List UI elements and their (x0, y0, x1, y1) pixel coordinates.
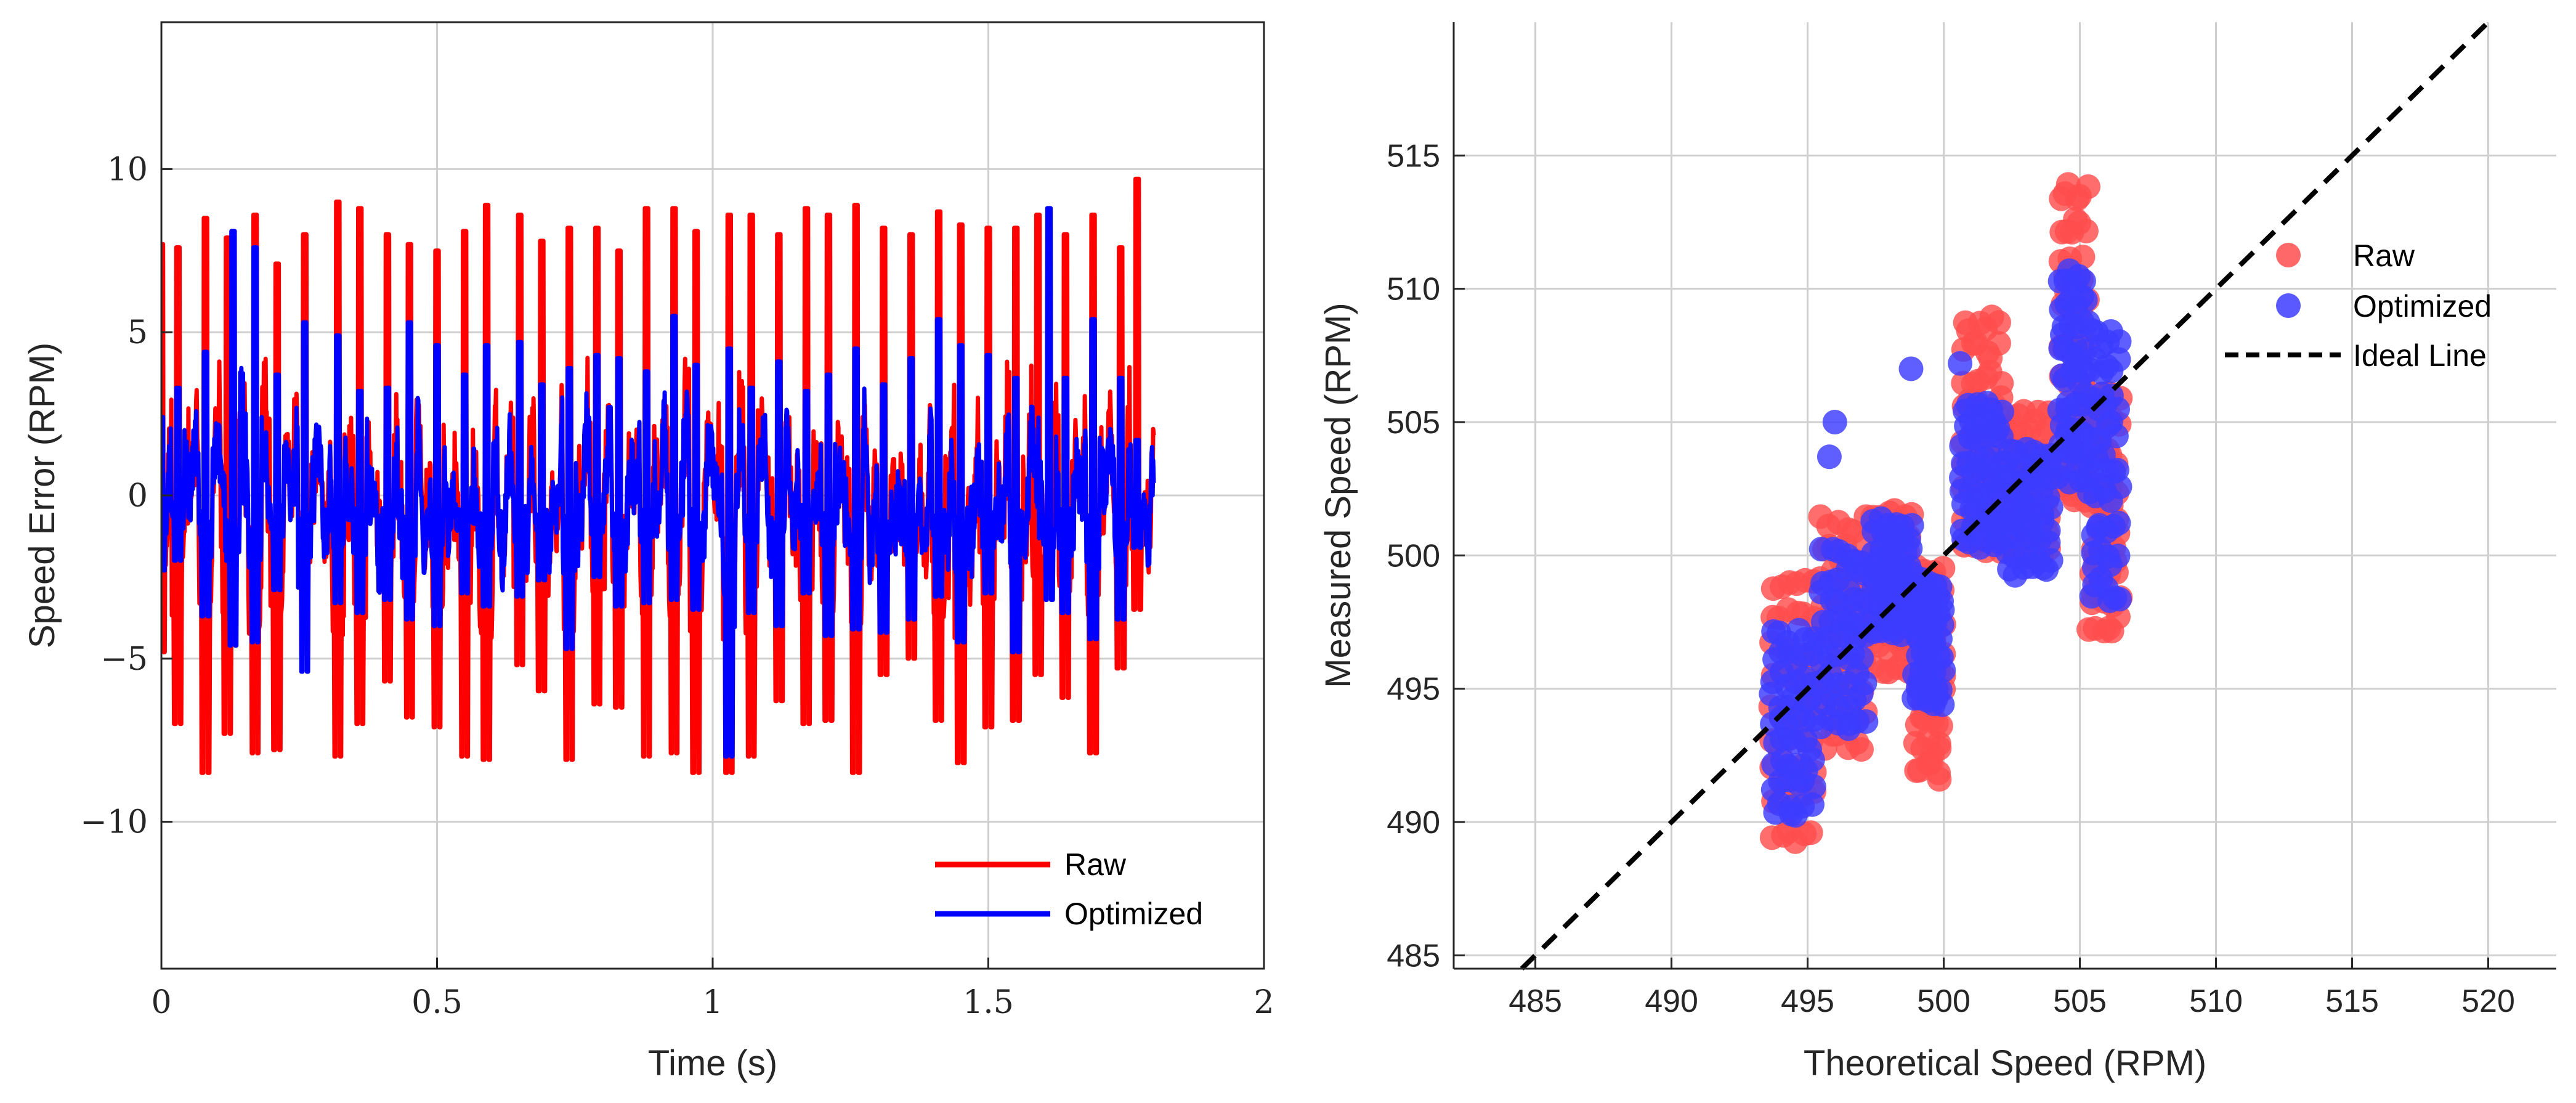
left-legend: Raw Optimized (935, 847, 1203, 931)
legend-label-raw-scatter: Raw (2353, 238, 2415, 273)
right-y-tick-label: 515 (1387, 138, 1440, 174)
optimized-outlier-point (2097, 588, 2123, 613)
legend-label-optimized-scatter: Optimized (2353, 289, 2492, 324)
right-y-tick-label: 490 (1387, 805, 1440, 840)
right-x-tick-label: 520 (2461, 983, 2515, 1019)
optimized-point (1852, 670, 1877, 696)
left-y-tick-label: 0 (128, 478, 148, 515)
optimized-point (2073, 287, 2098, 312)
optimized-outlier-point (1836, 716, 1861, 741)
left-x-tick-label: 0.5 (411, 984, 463, 1021)
right-y-tick-label: 500 (1387, 538, 1440, 574)
right-x-tick-label: 505 (2053, 983, 2107, 1019)
optimized-point (1929, 645, 1954, 670)
optimized-outlier-point (1822, 410, 1847, 434)
optimized-point (2107, 329, 2132, 354)
optimized-point (2036, 518, 2061, 543)
left-y-tick-label: −10 (80, 804, 148, 841)
raw-point (1927, 736, 1952, 761)
legend-marker-raw (2276, 243, 2301, 267)
right-x-tick-label: 485 (1509, 983, 1562, 1019)
right-scatter-chart: 485 490 495 500 505 510 515 520 485 490 495 500 505 5… (1318, 20, 2556, 1083)
left-tick-labels: 0 0.5 1 1.5 2 −10 −5 0 5 10 (80, 151, 1274, 1021)
right-y-tick-label: 485 (1387, 938, 1440, 974)
optimized-point (1990, 399, 2014, 425)
raw-point (2073, 219, 2099, 243)
legend-marker-optimized (2276, 293, 2301, 318)
right-x-tick-label: 515 (2325, 983, 2379, 1019)
raw-point (1987, 331, 2011, 356)
left-y-tick-label: −5 (100, 641, 148, 678)
optimized-outlier-point (1898, 356, 1924, 381)
optimized-point (1800, 792, 1825, 817)
optimized-point (1927, 574, 1953, 600)
right-y-axis-label: Measured Speed (RPM) (1318, 303, 1358, 688)
optimized-point (2035, 485, 2060, 510)
right-x-tick-label: 510 (2189, 983, 2243, 1019)
right-axes (1452, 22, 2556, 970)
raw-point (1798, 820, 1823, 845)
optimized-point (1801, 774, 1826, 799)
legend-label-ideal-line: Ideal Line (2353, 338, 2487, 373)
right-x-tick-label: 490 (1645, 983, 1698, 1019)
right-y-tick-label: 495 (1387, 672, 1440, 707)
optimized-point (2104, 423, 2129, 449)
optimized-outlier-point (1948, 351, 1973, 376)
right-tick-labels: 485 490 495 500 505 510 515 520 485 490 495 500 505 5… (1387, 138, 2515, 1019)
right-x-axis-label: Theoretical Speed (RPM) (1804, 1043, 2206, 1083)
legend-label-optimized: Optimized (1064, 897, 1203, 931)
optimized-point (2106, 510, 2131, 535)
optimized-point (1899, 513, 1924, 538)
right-gridlines (1454, 22, 2556, 969)
optimized-point (2071, 269, 2096, 294)
left-y-tick-label: 5 (128, 314, 148, 351)
raw-point (1928, 714, 1953, 739)
raw-point (1927, 767, 1952, 792)
right-x-tick-label: 500 (1917, 983, 1970, 1019)
optimized-trace (160, 206, 1156, 759)
left-line-chart: 0 0.5 1 1.5 2 −10 −5 0 5 10 Time (s) Speed Error … (22, 21, 1274, 1083)
raw-point (1849, 737, 1874, 762)
raw-point (2076, 174, 2100, 199)
optimized-point (1849, 646, 1874, 671)
right-y-tick-label: 505 (1387, 405, 1440, 441)
right-y-tick-label: 510 (1387, 272, 1440, 307)
optimized-point (2104, 457, 2129, 482)
right-x-tick-label: 495 (1781, 983, 1834, 1019)
ideal-line (1520, 20, 2490, 971)
right-scatter-points (1758, 172, 2133, 854)
optimized-point (1797, 737, 1822, 762)
optimized-point (1927, 677, 1953, 702)
left-traces (160, 176, 1156, 775)
left-x-tick-label: 1.5 (963, 984, 1014, 1021)
optimized-outlier-point (1779, 802, 1804, 826)
raw-point (1989, 371, 2014, 396)
optimized-outlier-point (1817, 444, 1842, 470)
right-legend: Raw Optimized Ideal Line (2225, 238, 2492, 373)
left-x-tick-label: 1 (702, 984, 723, 1021)
optimized-point (2105, 397, 2130, 421)
left-x-tick-label: 2 (1254, 984, 1274, 1021)
optimized-point (2105, 543, 2131, 569)
optimized-point (2106, 347, 2131, 372)
left-x-axis-label: Time (s) (648, 1043, 777, 1083)
left-x-tick-label: 0 (151, 984, 171, 1021)
left-y-axis-label: Speed Error (RPM) (22, 343, 62, 648)
raw-point (1987, 310, 2011, 335)
left-y-tick-label: 10 (107, 151, 148, 188)
legend-label-raw: Raw (1064, 847, 1127, 882)
